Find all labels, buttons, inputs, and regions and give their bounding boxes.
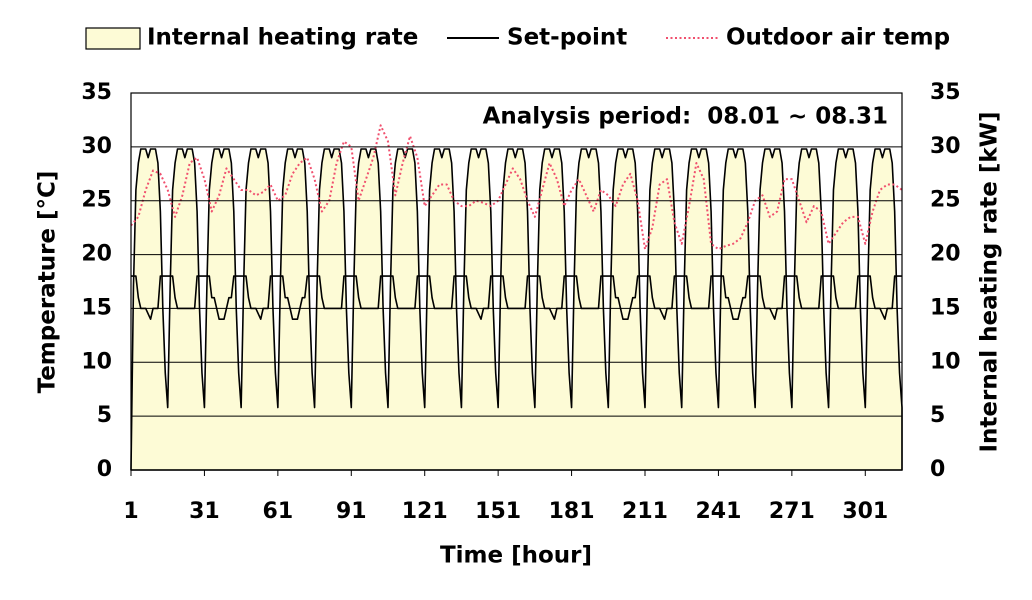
y-tick-label: 35 xyxy=(81,80,112,105)
x-tick-label: 91 xyxy=(336,499,367,524)
legend-swatch xyxy=(85,27,141,50)
x-tick-label: 31 xyxy=(189,499,220,524)
y-tick-label: 20 xyxy=(81,242,112,267)
y-tick-label: 10 xyxy=(81,349,112,374)
x-tick-label: 151 xyxy=(475,499,521,524)
y2-tick-label: 5 xyxy=(930,403,945,428)
y2-tick-label: 15 xyxy=(930,295,961,320)
legend-label: Set-point xyxy=(507,25,627,51)
y-axis-title: Temperature [°C] xyxy=(35,171,61,394)
x-tick-label: 1 xyxy=(123,499,138,524)
y2-tick-label: 10 xyxy=(930,349,961,374)
x-tick-label: 181 xyxy=(549,499,595,524)
annotation: Analysis period: 08.01 ~ 08.31 xyxy=(483,104,888,130)
x-tick-label: 61 xyxy=(263,499,294,524)
x-axis-title: Time [hour] xyxy=(440,543,592,569)
x-tick-label: 301 xyxy=(842,499,888,524)
y2-tick-label: 25 xyxy=(930,188,961,213)
x-tick-label: 271 xyxy=(769,499,815,524)
y-tick-label: 15 xyxy=(81,295,112,320)
y2-tick-label: 20 xyxy=(930,242,961,267)
series-line xyxy=(130,124,903,251)
heating-area xyxy=(130,148,903,471)
y-tick-label: 30 xyxy=(81,134,112,159)
y-tick-label: 25 xyxy=(81,188,112,213)
x-tick-label: 211 xyxy=(622,499,668,524)
y2-tick-label: 0 xyxy=(930,457,945,482)
y-tick-label: 0 xyxy=(97,457,112,482)
annotation-box xyxy=(446,96,898,136)
x-tick-label: 241 xyxy=(695,499,741,524)
y2-tick-label: 35 xyxy=(930,80,961,105)
legend-label: Internal heating rate xyxy=(147,25,418,51)
legend-label: Outdoor air temp xyxy=(726,25,950,51)
y-tick-label: 5 xyxy=(97,403,112,428)
y2-axis-title: Internal heating rate [kW] xyxy=(977,111,1003,452)
plot-border xyxy=(130,92,903,471)
x-tick-label: 121 xyxy=(402,499,448,524)
y2-tick-label: 30 xyxy=(930,134,961,159)
